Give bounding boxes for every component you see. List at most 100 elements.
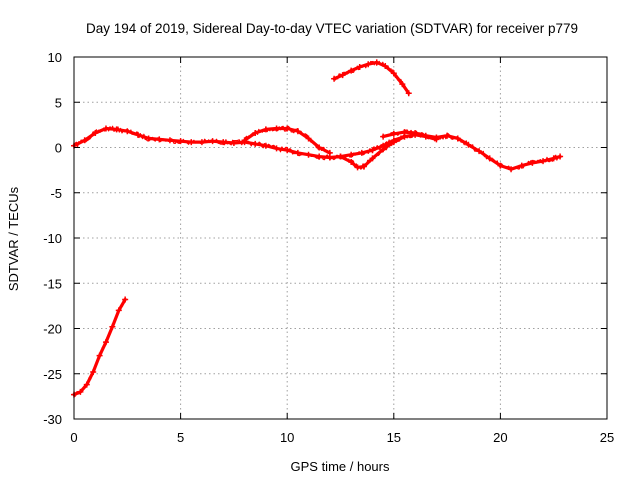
data-point: [348, 67, 355, 74]
data-point: [115, 307, 122, 314]
data-point: [284, 125, 291, 132]
data-point: [529, 159, 536, 166]
data-point: [550, 155, 557, 162]
data-point: [294, 128, 301, 135]
data-point: [557, 153, 564, 160]
y-tick-label: -20: [43, 322, 62, 337]
data-point: [508, 166, 515, 173]
data-point: [399, 81, 406, 88]
tick-layer: [73, 56, 608, 420]
data-point: [156, 136, 163, 143]
data-point: [252, 140, 259, 147]
data-point: [365, 61, 372, 68]
data-point: [305, 151, 312, 158]
data-point: [412, 130, 419, 137]
y-tick-label: 0: [55, 141, 62, 156]
data-point: [444, 132, 451, 139]
data-point: [92, 130, 99, 137]
data-point: [369, 147, 376, 154]
x-tick-label: 10: [280, 430, 294, 445]
series-arc-main-a: [72, 126, 407, 160]
data-point: [518, 162, 525, 169]
data-point: [220, 139, 227, 146]
data-point: [356, 63, 363, 70]
data-point: [380, 133, 387, 140]
label-layer: 0 5 10 15 20 25 10 5 0 -5 -10 -15 -20 -25 -30: [43, 50, 614, 445]
grid-layer: [74, 57, 607, 419]
data-point: [360, 163, 367, 170]
data-point: [113, 126, 120, 133]
data-point: [109, 323, 116, 330]
data-point: [339, 72, 346, 79]
data-point: [122, 296, 129, 303]
y-tick-label: 5: [55, 95, 62, 110]
data-point: [380, 146, 387, 153]
data-point: [83, 381, 90, 388]
data-point: [337, 153, 344, 160]
y-tick-label: -25: [43, 367, 62, 382]
x-tick-label: 15: [387, 430, 401, 445]
data-point: [348, 151, 355, 158]
data-point: [188, 139, 195, 146]
x-tick-label: 25: [600, 430, 614, 445]
data-point: [405, 90, 412, 97]
data-point: [316, 153, 323, 160]
data-point: [262, 142, 269, 149]
series-layer: [71, 59, 564, 398]
data-point: [124, 128, 131, 135]
data-point: [273, 145, 280, 152]
data-point: [81, 137, 88, 144]
data-point: [465, 141, 472, 148]
data-point: [390, 130, 397, 137]
data-point: [433, 134, 440, 141]
data-point: [198, 139, 205, 146]
data-point: [90, 368, 97, 375]
data-point: [77, 388, 84, 395]
data-point: [177, 138, 184, 145]
data-point: [326, 149, 333, 156]
y-tick-label: 10: [48, 50, 62, 65]
data-point: [401, 129, 408, 136]
data-point: [348, 158, 355, 165]
data-point: [354, 164, 361, 171]
data-point: [273, 125, 280, 132]
data-point: [486, 155, 493, 162]
data-point: [96, 352, 103, 359]
data-point: [209, 138, 216, 145]
data-point: [134, 131, 141, 138]
x-tick-label: 20: [493, 430, 507, 445]
data-point: [145, 135, 152, 142]
x-tick-label: 5: [177, 430, 184, 445]
data-point: [390, 139, 397, 146]
data-point: [294, 149, 301, 156]
data-point: [369, 155, 376, 162]
data-point: [252, 130, 259, 137]
data-point: [166, 137, 173, 144]
series-noise-arc-hump: [244, 125, 330, 154]
x-axis-title: GPS time / hours: [291, 459, 390, 474]
y-tick-label: -5: [50, 186, 62, 201]
data-point: [497, 162, 504, 169]
data-point: [540, 158, 547, 165]
data-point: [284, 147, 291, 154]
y-tick-label: -10: [43, 231, 62, 246]
data-point: [230, 139, 237, 146]
data-point: [305, 135, 312, 142]
y-axis-title: SDTVAR / TECUs: [6, 186, 21, 291]
data-point: [262, 126, 269, 133]
data-point: [102, 125, 109, 132]
series-arc-high: [332, 60, 411, 95]
data-point: [382, 63, 389, 70]
series-arc-dip: [338, 133, 438, 169]
data-point: [373, 59, 380, 66]
data-point: [454, 135, 461, 142]
data-point: [358, 149, 365, 156]
y-tick-label: -30: [43, 412, 62, 427]
data-point: [316, 144, 323, 151]
data-point: [331, 75, 338, 82]
data-point: [241, 137, 248, 144]
chart-title: Day 194 of 2019, Sidereal Day-to-day VTE…: [86, 21, 578, 36]
data-point: [102, 339, 109, 346]
data-point: [390, 70, 397, 77]
